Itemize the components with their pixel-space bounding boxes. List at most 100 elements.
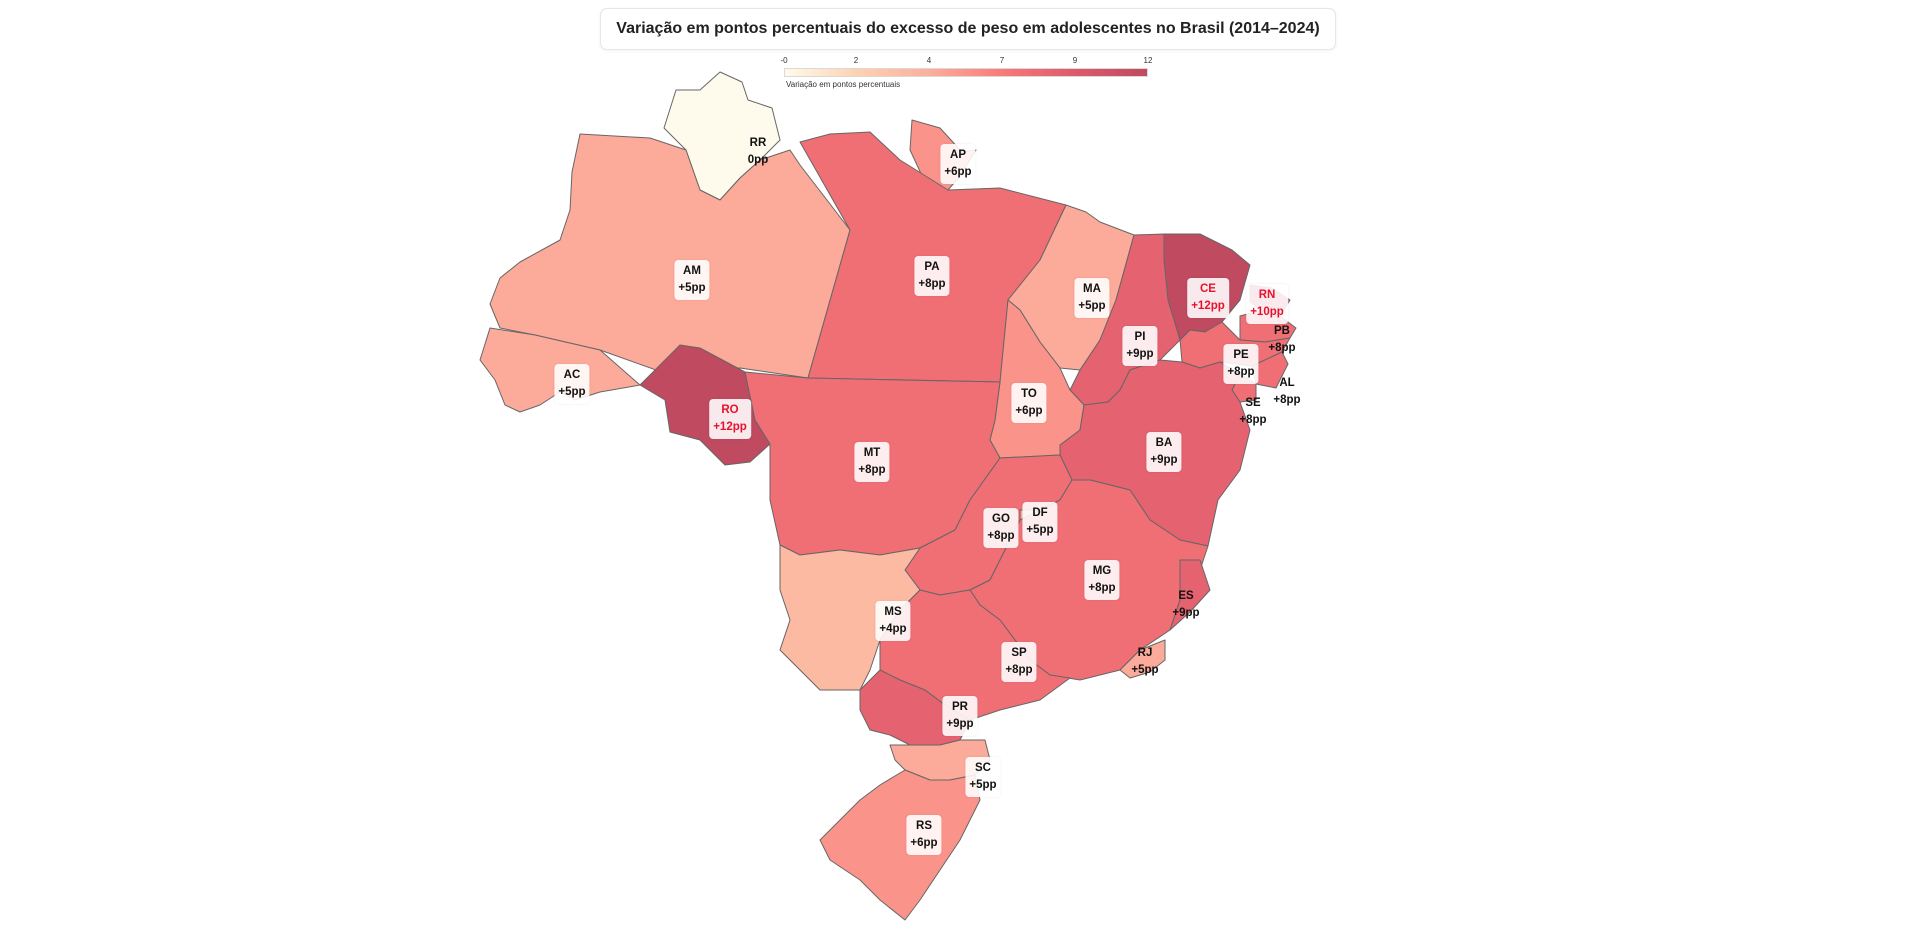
state-label-sp: SP +8pp: [1001, 642, 1037, 682]
state-code: RR: [749, 137, 767, 149]
legend-color-bar: [784, 68, 1148, 77]
state-shape-sp[interactable]: [879, 589, 1071, 721]
state-label-sc: SC +5pp: [965, 757, 1001, 797]
state-shapes: [479, 71, 1297, 921]
state-code: SP: [1011, 647, 1027, 659]
state-value: +5pp: [1131, 664, 1159, 676]
state-value: +8pp: [1268, 342, 1296, 354]
state-label-am: AM +5pp: [674, 260, 710, 300]
state-label-rj: RJ +5pp: [1127, 642, 1162, 682]
state-value: +9pp: [1126, 348, 1154, 360]
color-legend: -0 2 4 7 9 12 Variação em pontos percentuais: [780, 56, 1154, 92]
state-value: +8pp: [987, 530, 1015, 542]
state-label-ap: AP +6pp: [940, 144, 976, 184]
state-shape-ms[interactable]: [779, 544, 921, 691]
state-code: RO: [721, 404, 739, 416]
state-label-pe: PE +8pp: [1223, 344, 1259, 384]
state-label-df: DF +5pp: [1022, 502, 1058, 542]
state-code: ES: [1178, 590, 1194, 602]
state-code: BA: [1155, 437, 1173, 449]
state-code: RS: [916, 820, 932, 832]
state-code: PA: [924, 261, 940, 273]
state-code: MS: [884, 606, 902, 618]
state-value: +9pp: [1150, 454, 1178, 466]
state-label-al: AL +8pp: [1269, 372, 1304, 412]
state-shape-rs[interactable]: [819, 769, 981, 921]
legend-tick-row: -0 2 4 7 9 12: [780, 56, 1154, 68]
state-label-ro: RO +12pp: [709, 399, 751, 439]
state-code: DF: [1032, 507, 1048, 519]
state-code: GO: [992, 513, 1010, 525]
legend-tick: 12: [1143, 56, 1153, 65]
state-code: CE: [1200, 283, 1216, 295]
state-label-ms: MS +4pp: [875, 601, 911, 641]
state-value: +6pp: [944, 166, 972, 178]
legend-tick: 2: [853, 56, 859, 65]
state-value: +10pp: [1250, 306, 1284, 318]
state-label-pa: PA +8pp: [914, 256, 950, 296]
state-value: +8pp: [1088, 582, 1116, 594]
state-value: +12pp: [713, 421, 747, 433]
state-value: +8pp: [1273, 394, 1301, 406]
state-value: +5pp: [558, 386, 586, 398]
state-value: +12pp: [1191, 300, 1225, 312]
state-code: PE: [1233, 349, 1249, 361]
state-label-rs: RS +6pp: [906, 815, 942, 855]
state-code: RN: [1258, 289, 1276, 301]
state-value: +8pp: [918, 278, 946, 290]
state-label-pb: PB +8pp: [1264, 320, 1299, 360]
state-label-pi: PI +9pp: [1122, 326, 1158, 366]
state-code: RJ: [1137, 647, 1153, 659]
state-label-mt: MT +8pp: [854, 442, 890, 482]
state-value: +5pp: [1026, 524, 1054, 536]
state-value: +4pp: [879, 623, 907, 635]
state-shape-rj[interactable]: [1119, 639, 1166, 679]
state-label-to: TO +6pp: [1011, 383, 1047, 423]
legend-tick: 4: [926, 56, 932, 65]
state-label-es: ES +9pp: [1168, 585, 1203, 625]
state-code: PR: [952, 701, 968, 713]
state-code: SE: [1245, 397, 1261, 409]
state-label-go: GO +8pp: [983, 508, 1019, 548]
state-label-pr: PR +9pp: [942, 696, 978, 736]
state-value: +6pp: [1015, 405, 1043, 417]
legend-tick: 7: [999, 56, 1005, 65]
state-code: MG: [1092, 565, 1112, 577]
state-value: +5pp: [969, 779, 997, 791]
state-code: MT: [863, 447, 881, 459]
state-value: +8pp: [1227, 366, 1255, 378]
state-code: SC: [975, 762, 991, 774]
legend-tick: -0: [780, 56, 788, 65]
state-value: +9pp: [946, 718, 974, 730]
state-value: +8pp: [858, 464, 886, 476]
state-code: AM: [683, 265, 701, 277]
state-value: +5pp: [678, 282, 706, 294]
state-value: 0pp: [747, 154, 769, 166]
state-code: AP: [950, 149, 966, 161]
state-label-se: SE +8pp: [1235, 392, 1270, 432]
state-value: +8pp: [1239, 414, 1267, 426]
state-label-rr: RR 0pp: [744, 132, 772, 172]
state-value: +9pp: [1172, 607, 1200, 619]
state-code: AC: [563, 369, 581, 381]
legend-tick: 9: [1072, 56, 1078, 65]
legend-label: Variação em pontos percentuais: [786, 80, 901, 89]
state-label-rn: RN +10pp: [1246, 284, 1288, 324]
state-code: MA: [1083, 283, 1101, 295]
state-label-ba: BA +9pp: [1146, 432, 1182, 472]
map-title: Variação em pontos percentuais do excess…: [600, 8, 1336, 50]
state-code: TO: [1021, 388, 1037, 400]
state-value: +8pp: [1005, 664, 1033, 676]
state-code: PB: [1274, 325, 1290, 337]
state-code: PI: [1134, 331, 1146, 343]
state-label-ce: CE +12pp: [1187, 278, 1229, 318]
state-shape-es[interactable]: [1169, 559, 1211, 631]
state-value: +5pp: [1078, 300, 1106, 312]
state-value: +6pp: [910, 837, 938, 849]
state-code: AL: [1279, 377, 1295, 389]
state-label-ac: AC +5pp: [554, 364, 590, 404]
state-label-mg: MG +8pp: [1084, 560, 1120, 600]
state-label-ma: MA +5pp: [1074, 278, 1110, 318]
